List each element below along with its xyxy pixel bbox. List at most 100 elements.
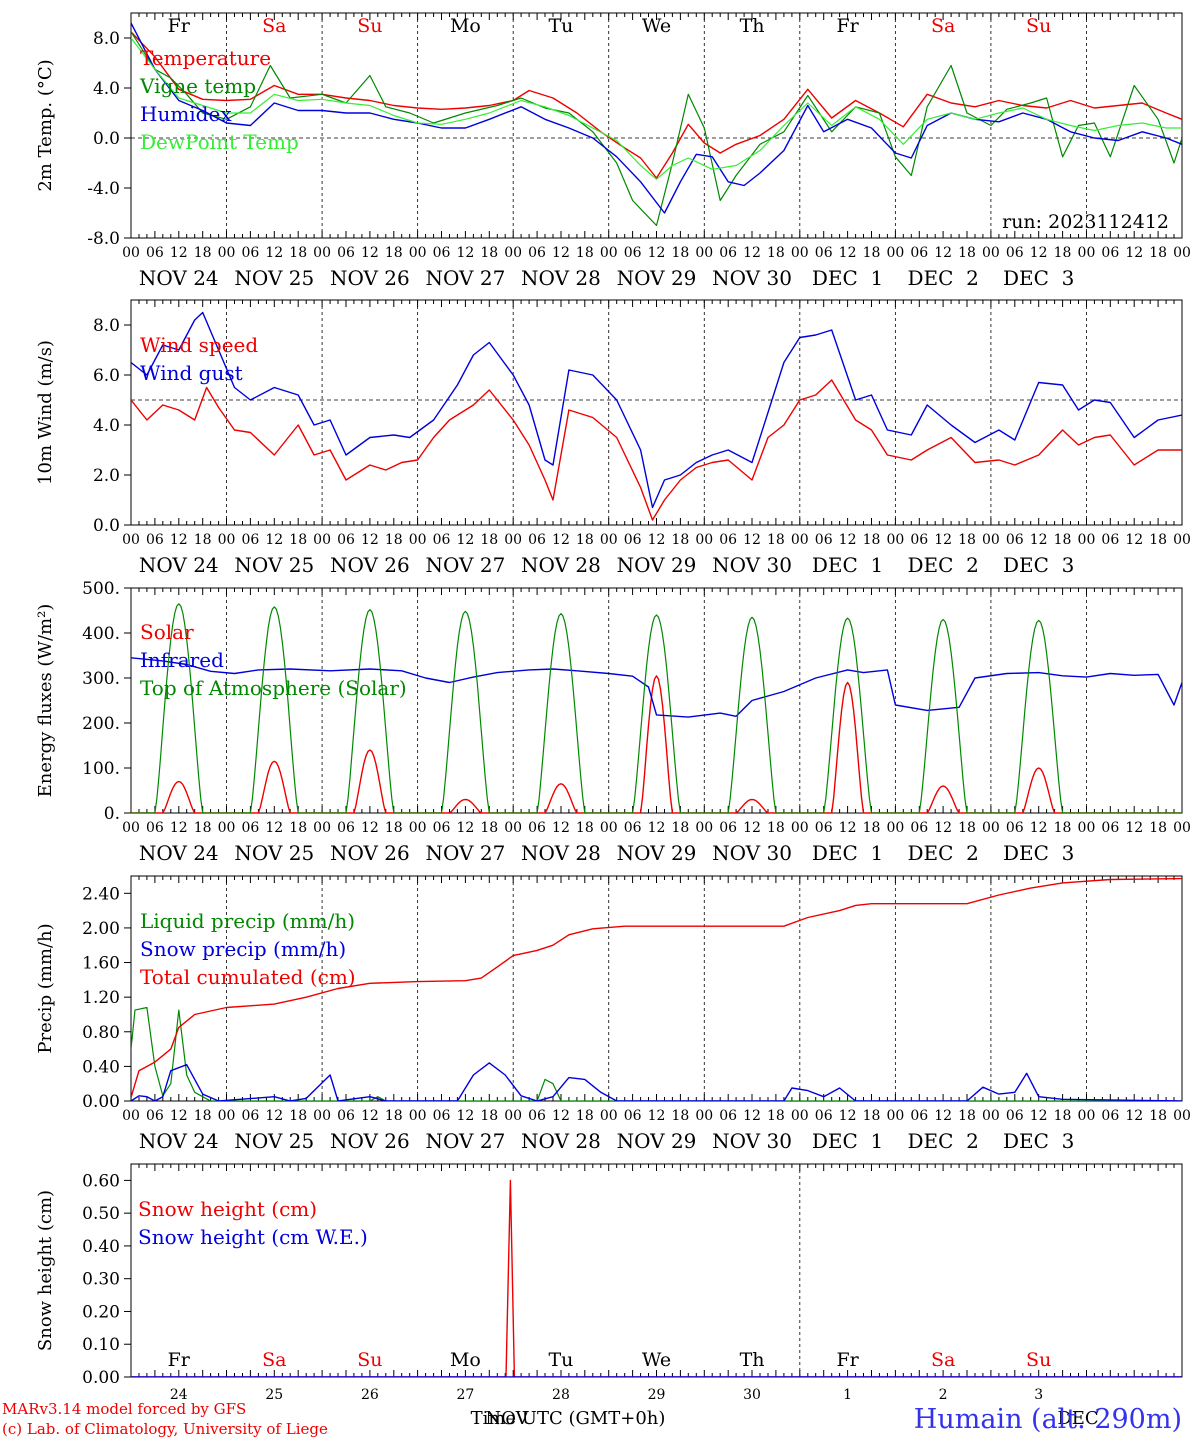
weekday-label: Su [357,1349,382,1371]
hour-tick-label: 06 [242,1108,260,1124]
hour-tick-label: 06 [433,820,451,836]
hour-tick-label: 18 [289,1108,307,1124]
hour-tick-label: 06 [146,532,164,548]
date-label: DEC 1 [812,841,883,865]
hour-tick-label: 06 [910,532,928,548]
day-number-label: 28 [552,1387,570,1403]
panel-energy: 0. 100. 200. 300. 400. 500. Energy fluxes (W/m… [35,579,1191,865]
hour-tick-label: 12 [743,1108,761,1124]
day-number-label: 27 [456,1387,474,1403]
legend-entry: Total cumulated (cm) [140,965,356,989]
hour-tick-label: 06 [815,820,833,836]
hour-tick-label: 12 [456,1108,474,1124]
hour-tick-label: 00 [791,532,809,548]
hour-tick-label: 06 [1101,820,1119,836]
hour-tick-label: 18 [194,245,212,261]
date-label: DEC 2 [907,553,978,577]
hour-tick-label: 12 [1030,245,1048,261]
series-line-vigne-temp [131,31,1182,227]
hour-tick-label: 18 [958,532,976,548]
hour-tick-label: 18 [958,1108,976,1124]
y-tick-label: 100. [82,759,120,779]
hour-tick-label: 00 [122,1108,140,1124]
credit-line-2: (c) Lab. of Climatology, University of L… [2,1420,328,1438]
hour-tick-label: 00 [982,532,1000,548]
hour-tick-label: 18 [767,820,785,836]
date-label: NOV 29 [617,841,697,865]
y-tick-label: 0.0 [93,129,120,149]
date-label: NOV 25 [234,841,314,865]
hour-tick-label: 18 [1054,1108,1072,1124]
day-number-label: 1 [843,1387,852,1403]
date-label: NOV 24 [139,1129,219,1153]
run-annotation: run: 2023112412 [1002,211,1169,233]
series-group [131,22,1182,227]
hour-tick-label: 00 [218,820,236,836]
hour-tick-label: 06 [1006,532,1024,548]
hour-tick-label: 06 [337,1108,355,1124]
y-tick-label: 1.60 [82,954,120,974]
hour-tick-label: 00 [504,820,522,836]
hour-tick-label: 12 [1125,245,1143,261]
date-label: NOV 24 [139,553,219,577]
series-line-liquid-precip-mm-h- [131,1006,1182,1101]
hour-tick-label: 00 [409,532,427,548]
hour-tick-label: 12 [648,245,666,261]
hour-tick-label: 12 [361,532,379,548]
legend-entry: Wind gust [140,361,243,385]
hour-tick-label: 00 [695,820,713,836]
weekday-label: Fr [168,15,191,37]
hour-tick-label: 18 [863,1108,881,1124]
hour-tick-label: 12 [934,245,952,261]
hour-tick-label: 18 [671,820,689,836]
date-label: NOV 27 [426,841,506,865]
hour-tick-label: 00 [313,820,331,836]
hour-tick-label: 12 [552,820,570,836]
hour-tick-label: 12 [170,532,188,548]
hour-tick-label: 06 [719,532,737,548]
date-label: DEC 1 [812,553,883,577]
hour-tick-label: 00 [122,820,140,836]
hour-tick-label: 18 [767,532,785,548]
y-tick-label: 0.10 [82,1335,120,1355]
y-tick-label: 0.80 [82,1023,120,1043]
date-label: DEC 1 [812,1129,883,1153]
hour-tick-label: 18 [289,532,307,548]
hour-tick-label: 06 [719,820,737,836]
hour-tick-label: 18 [194,532,212,548]
hour-tick-label: 00 [791,245,809,261]
hour-tick-label: 18 [1054,245,1072,261]
legend-entry: Top of Atmosphere (Solar) [140,676,407,700]
hour-tick-label: 12 [265,532,283,548]
hour-tick-label: 12 [456,532,474,548]
hour-tick-label: 00 [695,532,713,548]
hour-tick-label: 18 [385,532,403,548]
weekday-label: Mo [450,1349,481,1371]
hour-tick-label: 18 [480,245,498,261]
hour-tick-label: 00 [504,245,522,261]
weekday-label: Mo [450,15,481,37]
date-label: NOV 29 [617,1129,697,1153]
hour-tick-label: 00 [1173,245,1191,261]
hour-tick-label: 12 [170,1108,188,1124]
hour-tick-label: 06 [624,1108,642,1124]
hour-tick-label: 06 [624,532,642,548]
y-tick-label: 6.0 [93,366,120,386]
hour-tick-label: 12 [170,245,188,261]
legend-entry: DewPoint Temp [140,130,299,154]
hour-tick-label: 00 [1078,820,1096,836]
hour-tick-label: 06 [1101,1108,1119,1124]
hour-tick-label: 00 [218,1108,236,1124]
time-axis-label: Time UTC (GMT+0h) [471,1408,666,1429]
series-group [131,311,1182,521]
x-ticks [130,300,1183,525]
hour-tick-label: 18 [576,245,594,261]
series-line-top-of-atmosphere-solar- [131,603,1182,813]
y-tick-label: 0.00 [82,1368,120,1388]
y-tick-label: 2.40 [82,884,120,904]
weekday-label: Su [1026,1349,1051,1371]
date-label: NOV 25 [234,553,314,577]
legend-entry: Vigne temp [139,74,256,98]
series-group [131,1179,1182,1377]
y-axis-label: 2m Temp. (°C) [35,59,56,191]
